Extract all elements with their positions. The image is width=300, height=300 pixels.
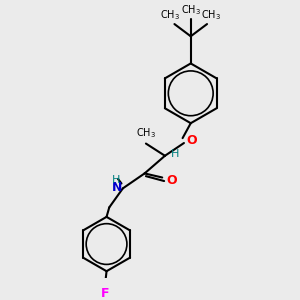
Text: CH$_3$: CH$_3$: [181, 3, 201, 17]
Text: CH$_3$: CH$_3$: [201, 8, 221, 22]
Text: CH$_3$: CH$_3$: [136, 127, 156, 140]
Text: N: N: [112, 181, 122, 194]
Text: F: F: [101, 287, 110, 300]
Text: H: H: [171, 149, 179, 159]
Text: CH$_3$: CH$_3$: [160, 8, 180, 22]
Text: H: H: [112, 175, 120, 185]
Text: O: O: [166, 174, 177, 187]
Text: O: O: [187, 134, 197, 147]
